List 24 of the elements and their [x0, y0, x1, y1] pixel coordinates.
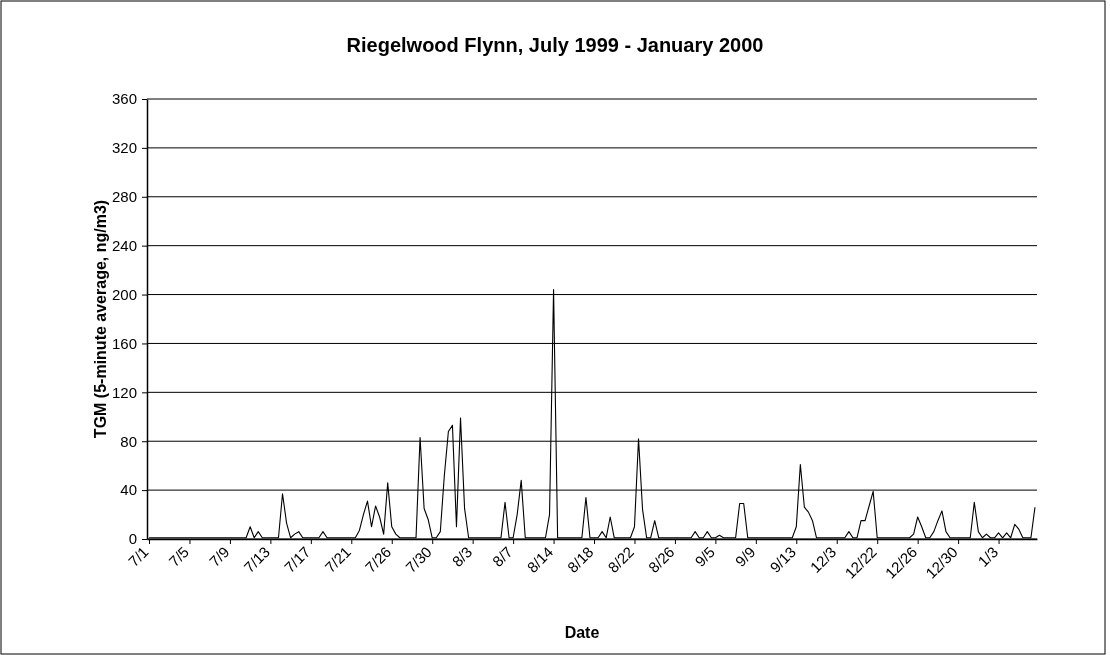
y-tick-label: 320 — [111, 139, 137, 157]
x-tick-label: 7/26 — [361, 543, 395, 576]
y-axis-title: TGM (5-minute average, ng/m3) — [92, 199, 109, 439]
x-tick-label: 9/5 — [691, 543, 719, 570]
x-tick-label: 7/21 — [321, 543, 354, 576]
chart-title: Riegelwood Flynn, July 1999 - January 2000 — [346, 34, 764, 56]
y-tick-label: 160 — [111, 334, 137, 352]
x-tick-label: 7/9 — [205, 543, 233, 570]
y-tick-label: 80 — [120, 432, 137, 450]
y-tick-label: 40 — [120, 481, 137, 499]
x-tick-label: 9/13 — [766, 543, 799, 576]
y-tick-label: 120 — [111, 383, 137, 401]
x-axis-title: Date — [564, 624, 600, 641]
x-tick-label: 7/13 — [240, 543, 274, 576]
x-tick-label: 7/30 — [402, 543, 435, 576]
y-tick-label: 360 — [111, 90, 137, 108]
x-tick-label: 8/7 — [488, 543, 516, 570]
y-tick-label: 240 — [111, 236, 137, 254]
y-tick-label: 200 — [111, 285, 137, 303]
x-tick-label: 8/3 — [448, 543, 476, 570]
x-tick-label: 9/9 — [731, 543, 759, 570]
y-tick-label: 280 — [111, 188, 137, 206]
x-tick-label: 1/3 — [974, 543, 1002, 570]
x-tick-label: 7/5 — [165, 543, 193, 570]
